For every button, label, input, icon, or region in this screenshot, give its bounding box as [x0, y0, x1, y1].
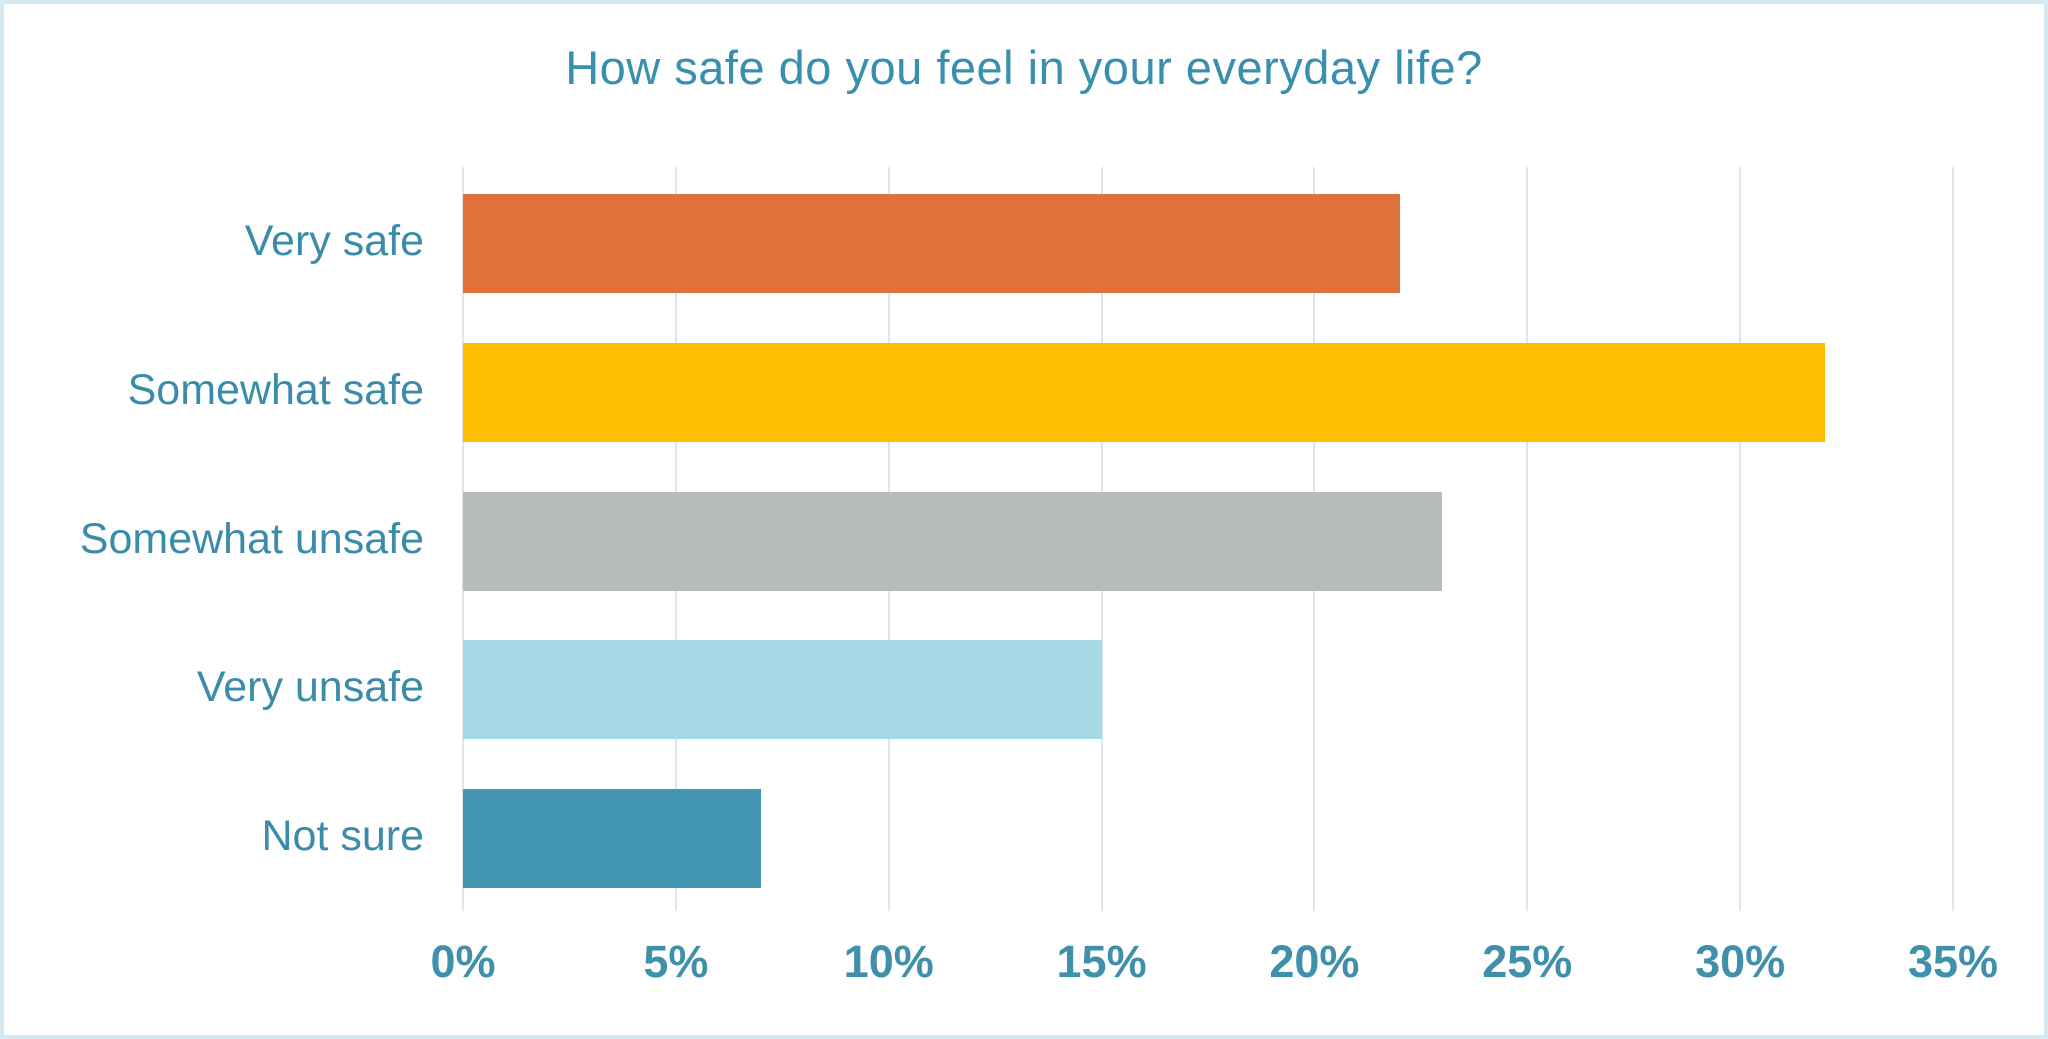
x-tick-10%: 10% [843, 936, 934, 987]
bar-somewhat-unsafe [463, 491, 1443, 591]
bar-not-sure [463, 789, 761, 889]
gridline-25% [1526, 167, 1529, 911]
category-label-somewhat-safe: Somewhat safe [127, 365, 424, 414]
gridline-35% [1952, 167, 1954, 911]
gridline-30% [1739, 167, 1742, 911]
plot-area [462, 167, 1954, 911]
chart-title: How safe do you feel in your everyday li… [565, 41, 1483, 94]
x-tick-25%: 25% [1482, 936, 1573, 987]
x-tick-35%: 35% [1907, 936, 1999, 987]
x-tick-5%: 5% [643, 936, 709, 987]
category-label-somewhat-unsafe: Somewhat unsafe [79, 514, 424, 563]
bar-very-unsafe [463, 640, 1102, 740]
bar-somewhat-safe [463, 342, 1826, 442]
x-tick-15%: 15% [1056, 936, 1147, 987]
y-axis-category-labels: Very safe Somewhat safe Somewhat unsafe Ver… [4, 167, 424, 911]
bar-very-safe [463, 194, 1400, 293]
category-label-not-sure: Not sure [261, 812, 424, 861]
x-tick-30%: 30% [1695, 936, 1786, 987]
x-tick-0%: 0% [430, 936, 496, 987]
category-label-very-unsafe: Very unsafe [196, 663, 424, 712]
x-axis: 0% 5% 10% 15% 20% 25% 30% 35% [430, 922, 1998, 1002]
x-tick-20%: 20% [1269, 936, 1360, 987]
category-label-very-safe: Very safe [244, 217, 424, 265]
